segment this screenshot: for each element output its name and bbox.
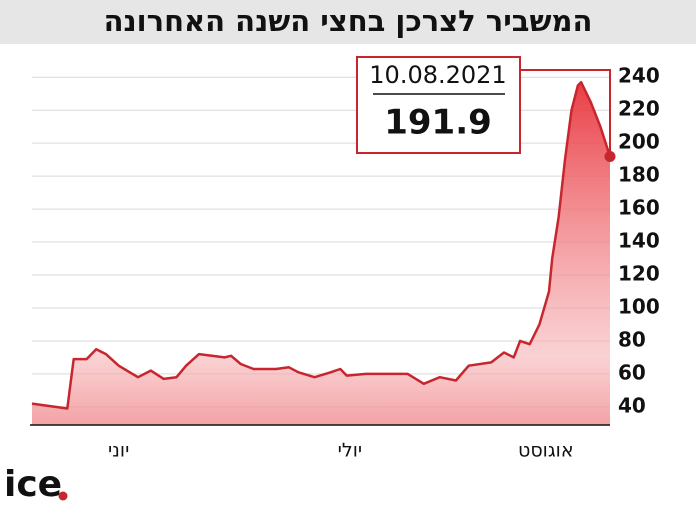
line	[31, 80, 612, 410]
logo-dot	[58, 491, 68, 501]
end-point	[604, 151, 616, 163]
x-tick-label: אוגוסט	[518, 440, 574, 462]
y-tick-label: 40	[618, 393, 646, 417]
chart-title: המשביר לצרכן בחצי השנה האחרונה	[104, 4, 593, 38]
y-tick-label: 180	[618, 163, 660, 187]
y-tick-label: 80	[618, 327, 646, 351]
annotation-value: 191.9	[384, 103, 492, 143]
title-bar	[0, 0, 696, 44]
area	[32, 82, 610, 425]
logo: ice	[4, 464, 62, 505]
y-tick-label: 100	[618, 294, 660, 318]
x-tick-label: יוני	[108, 440, 129, 462]
annotation-connector	[520, 69, 611, 157]
y-tick-label: 220	[618, 97, 660, 121]
y-tick-label: 140	[618, 229, 660, 253]
y-tick-label: 120	[618, 262, 660, 286]
annotation-date: 10.08.2021	[369, 61, 506, 89]
annotation-box	[356, 56, 521, 154]
y-tick-label: 200	[618, 130, 660, 154]
y-tick-label: 60	[618, 360, 646, 384]
y-tick-label: 240	[618, 64, 660, 88]
x-tick-label: יולי	[338, 440, 362, 462]
y-tick-label: 160	[618, 196, 660, 220]
